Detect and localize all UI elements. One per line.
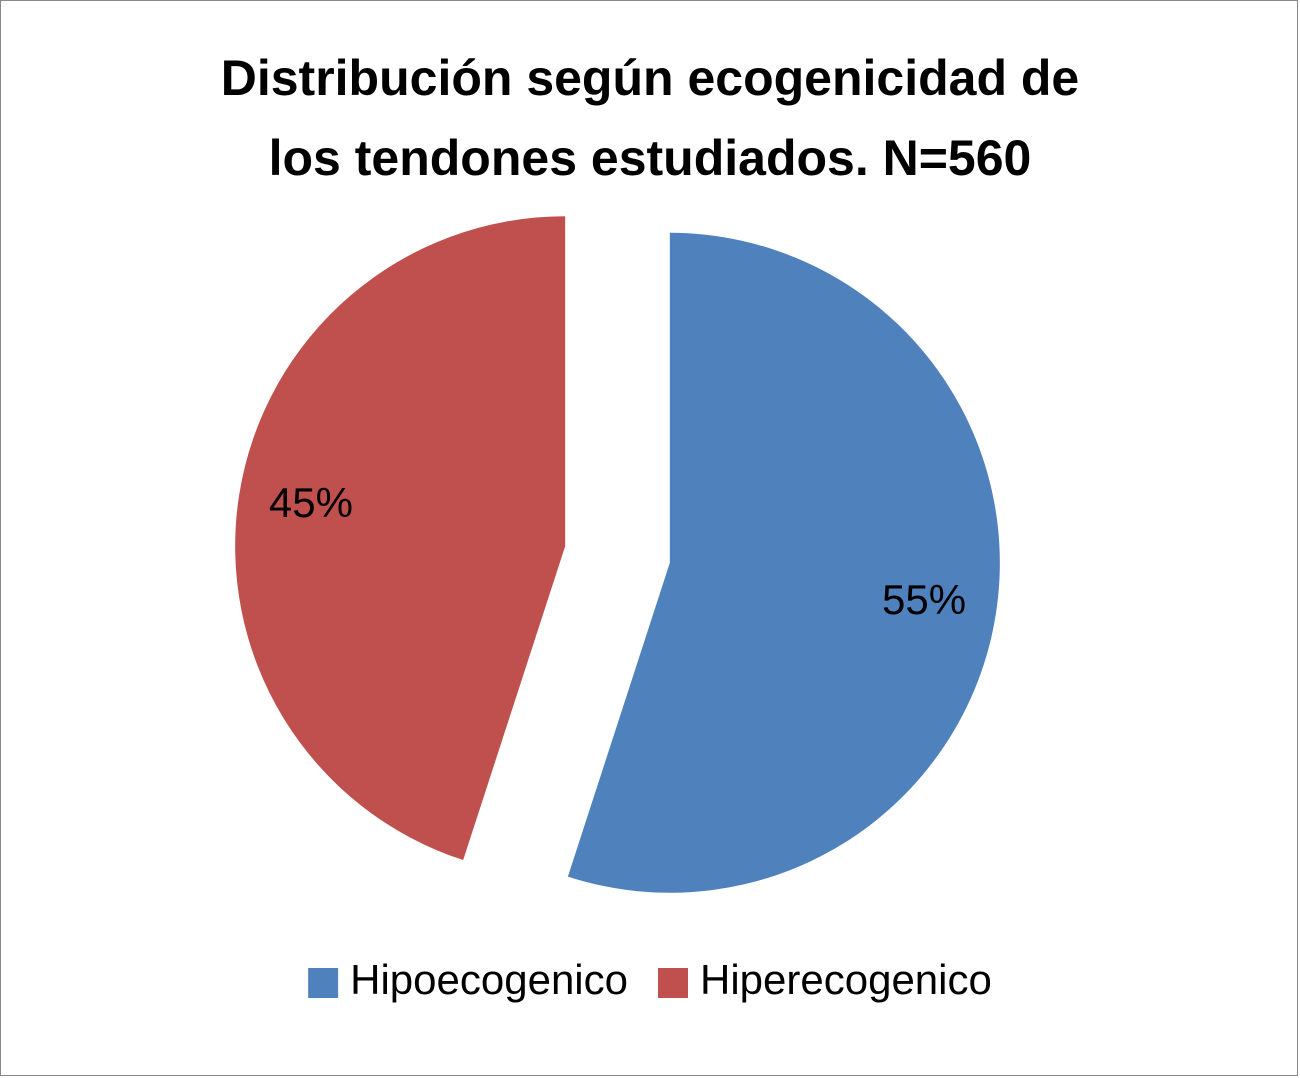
legend-label: Hipoecogenico	[350, 956, 628, 1003]
chart-title: Distribución según ecogenicidad de	[221, 50, 1079, 106]
pie-slice	[235, 216, 566, 861]
legend-label: Hiperecogenico	[700, 956, 992, 1003]
legend-swatch	[658, 968, 689, 998]
chart-title: los tendones estudiados. N=560	[269, 130, 1032, 186]
data-label: 55%	[882, 576, 966, 623]
data-label: 45%	[269, 479, 353, 526]
pie-slice	[567, 232, 1000, 893]
legend-swatch	[308, 968, 339, 998]
